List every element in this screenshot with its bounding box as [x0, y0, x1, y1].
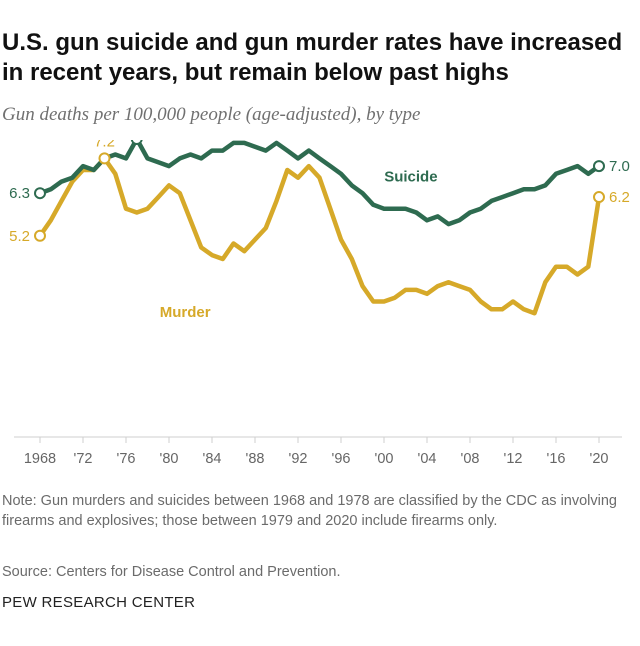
point-marker [593, 191, 605, 204]
x-tick-label: '12 [504, 451, 523, 467]
data-label: 6.3 [9, 185, 30, 202]
point-marker [130, 140, 143, 146]
point-marker [34, 229, 46, 242]
x-tick-label: '84 [203, 451, 222, 467]
x-tick-label: '00 [375, 451, 394, 467]
x-tick-label: '04 [418, 451, 437, 467]
chart-note: Note: Gun murders and suicides between 1… [2, 493, 617, 529]
x-tick-label: '08 [461, 451, 480, 467]
x-tick-label: '88 [246, 451, 265, 467]
point-marker [34, 187, 46, 200]
series-label-suicide: Suicide [384, 169, 437, 186]
series-lines [37, 140, 602, 316]
x-tick-label: '96 [332, 451, 351, 467]
x-tick-label: '16 [547, 451, 566, 467]
x-tick-label: '80 [160, 451, 179, 467]
chart-title: U.S. gun suicide and gun murder rates ha… [2, 29, 623, 86]
x-tick-label: 1968 [24, 451, 56, 467]
point-marker [98, 152, 111, 165]
x-axis-ticks: 1968 '72 '76 '80 '84 '88 '92 '96 '00 '04 '08 '12 '16… [24, 437, 609, 467]
series-line-murder [37, 156, 602, 316]
data-label: 7.2 [94, 140, 115, 150]
series-label-murder: Murder [160, 304, 211, 321]
series-line-suicide [37, 140, 602, 227]
data-label: 7.0 [609, 158, 630, 175]
data-label: 5.2 [9, 228, 30, 245]
line-chart: 1968 '72 '76 '80 '84 '88 '92 '96 '00 '04 '08 '12 '16… [9, 140, 630, 467]
x-tick-label: '20 [590, 451, 609, 467]
x-tick-label: '72 [74, 451, 93, 467]
data-label: 6.2 [609, 189, 630, 206]
brand-label: PEW RESEARCH CENTER [2, 594, 196, 611]
chart-source: Source: Centers for Disease Control and … [2, 564, 341, 580]
point-marker [593, 160, 605, 173]
x-tick-label: '76 [117, 451, 136, 467]
chart-subtitle: Gun deaths per 100,000 people (age-adjus… [2, 104, 421, 125]
x-tick-label: '92 [289, 451, 308, 467]
